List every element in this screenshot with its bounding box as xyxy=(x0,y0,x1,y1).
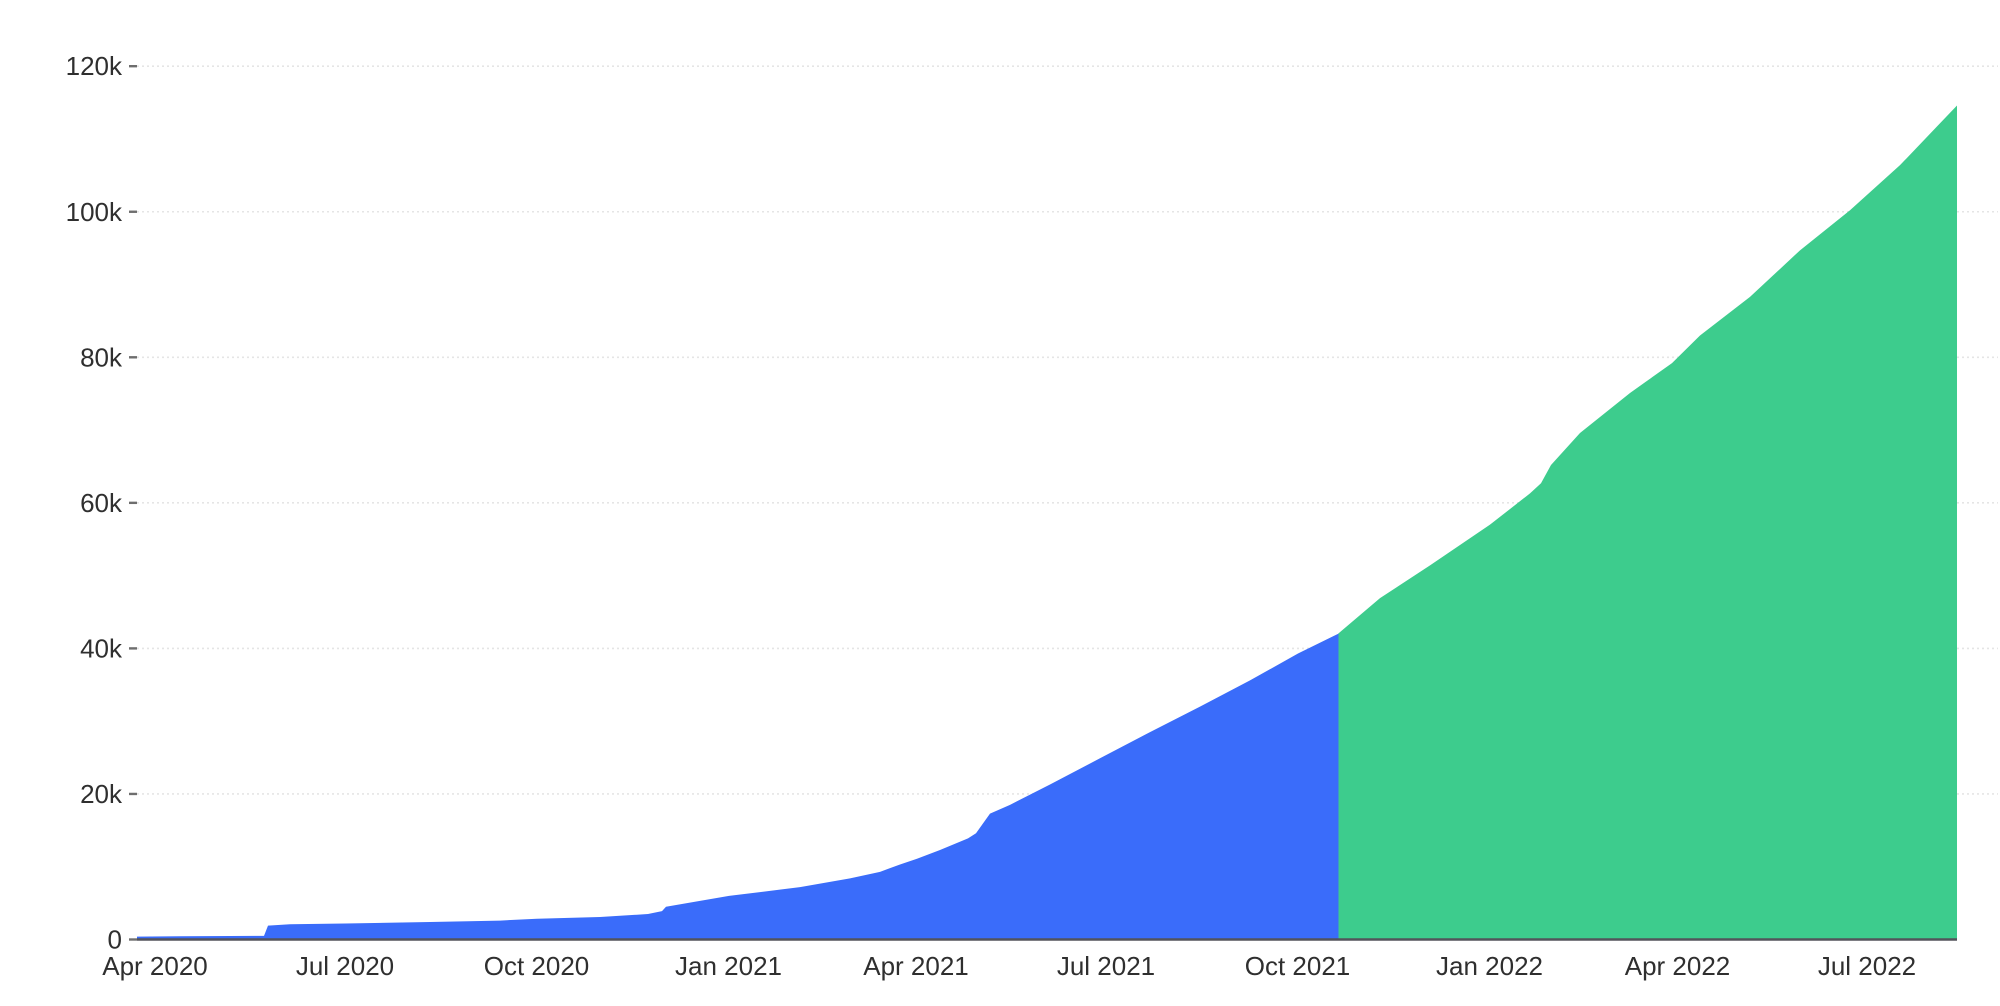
x-axis-tick-label: Jan 2022 xyxy=(1436,951,1543,981)
y-axis-tick-label: 0 xyxy=(108,925,122,955)
x-axis-tick-label: Jul 2022 xyxy=(1818,951,1916,981)
x-axis-tick-label: Jul 2021 xyxy=(1057,951,1155,981)
x-axis-tick-label: Oct 2021 xyxy=(1245,951,1351,981)
axes-group xyxy=(129,64,1957,941)
y-axis-tick-label: 120k xyxy=(66,51,123,81)
area-series-early xyxy=(137,633,1339,940)
y-axis-tick-label: 40k xyxy=(80,633,123,663)
y-axis-tick-label: 80k xyxy=(80,342,123,372)
tick-labels-group: 0 20k 40k 60k 80k 100k 120k Apr 2020 Jul 2020 Oct… xyxy=(66,51,1917,981)
y-axis-tick-label: 60k xyxy=(80,488,123,518)
area-series-group xyxy=(137,105,1957,940)
y-axis-tick-label: 20k xyxy=(80,779,123,809)
x-axis-tick-label: Apr 2020 xyxy=(102,951,208,981)
x-axis-tick-label: Apr 2022 xyxy=(1625,951,1731,981)
x-axis-tick-label: Apr 2021 xyxy=(863,951,969,981)
x-axis-tick-label: Jan 2021 xyxy=(675,951,782,981)
area-series-late xyxy=(1338,105,1957,940)
y-axis-tick-label: 100k xyxy=(66,197,123,227)
x-axis-tick-label: Oct 2020 xyxy=(484,951,590,981)
x-axis-tick-label: Jul 2020 xyxy=(296,951,394,981)
